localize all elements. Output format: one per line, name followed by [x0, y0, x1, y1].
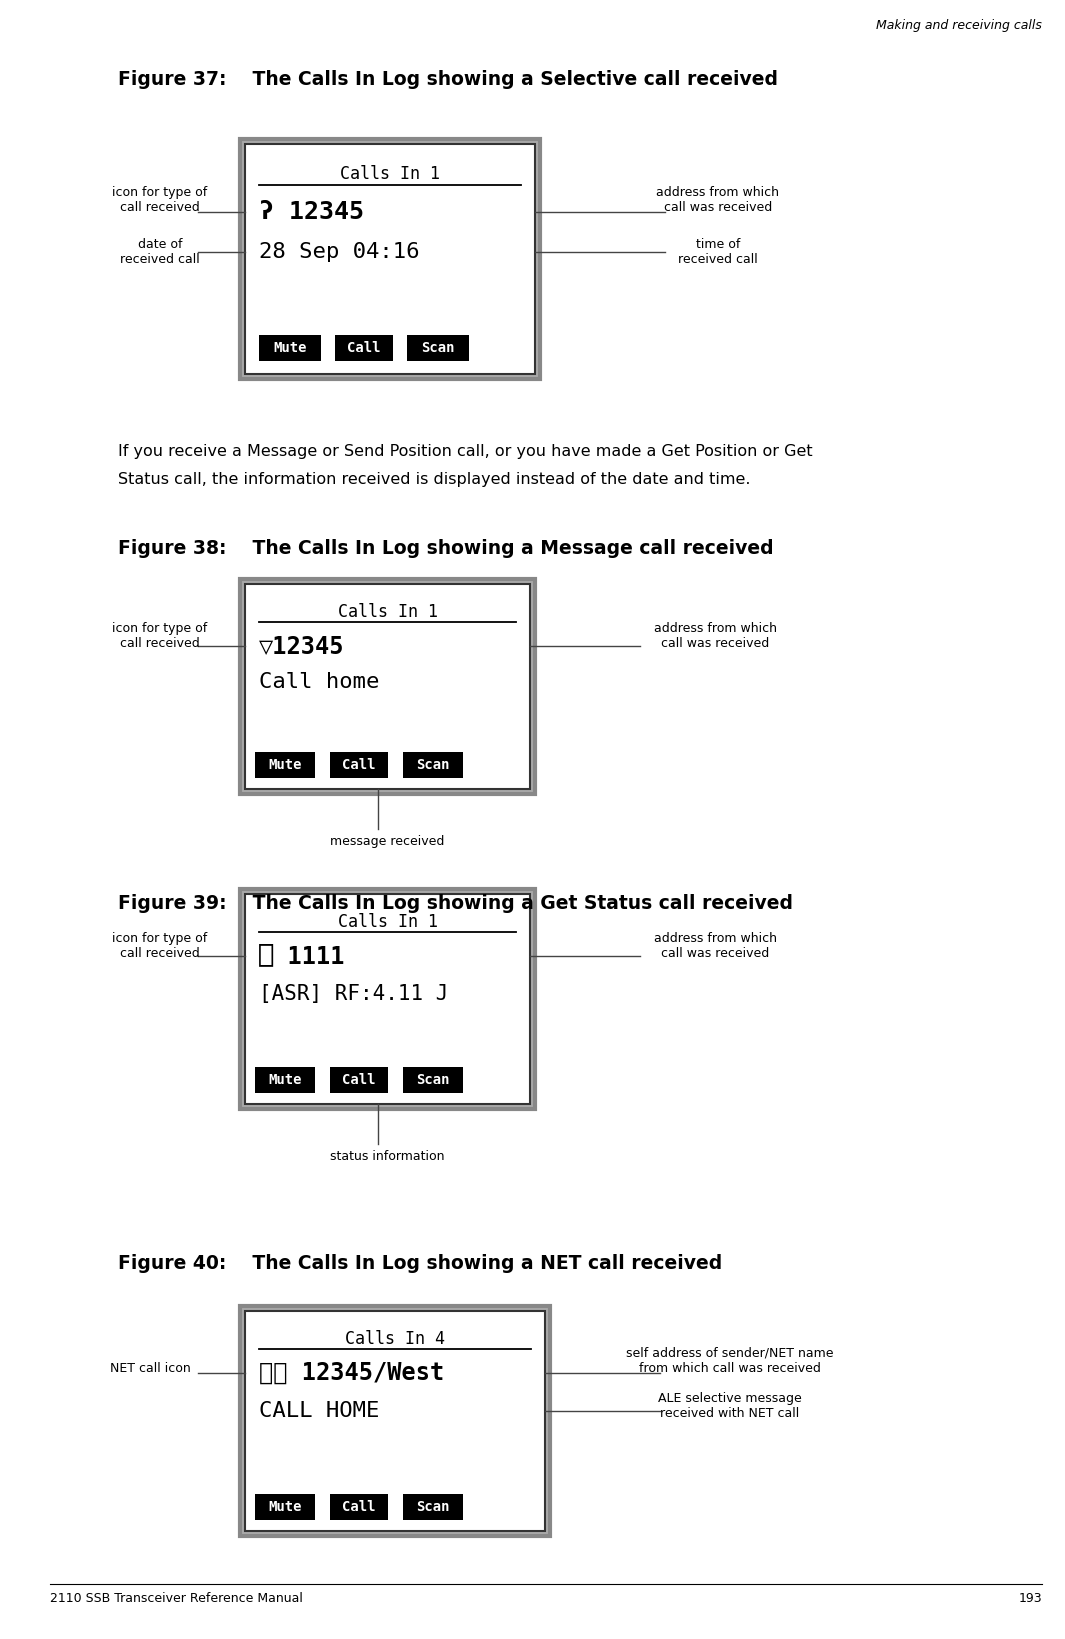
- Text: Call: Call: [342, 1074, 376, 1087]
- Text: time of
received call: time of received call: [678, 238, 758, 266]
- Text: ⎄‸ 12345/West: ⎄‸ 12345/West: [259, 1360, 444, 1385]
- FancyBboxPatch shape: [240, 579, 535, 793]
- FancyBboxPatch shape: [240, 1306, 550, 1536]
- Text: Figure 39:    The Calls In Log showing a Get Status call received: Figure 39: The Calls In Log showing a Ge…: [118, 893, 793, 913]
- Text: Mute: Mute: [274, 341, 307, 356]
- Text: ⎕ 1111: ⎕ 1111: [259, 944, 344, 969]
- Text: icon for type of
call received: icon for type of call received: [113, 621, 208, 651]
- Text: icon for type of
call received: icon for type of call received: [113, 933, 208, 960]
- Text: Call: Call: [342, 1500, 376, 1514]
- Text: CALL HOME: CALL HOME: [259, 1401, 379, 1421]
- FancyBboxPatch shape: [330, 1495, 388, 1519]
- FancyBboxPatch shape: [407, 334, 469, 361]
- FancyBboxPatch shape: [255, 752, 315, 779]
- FancyBboxPatch shape: [245, 1311, 545, 1531]
- Text: Calls In 4: Calls In 4: [345, 1329, 445, 1347]
- Text: Figure 38:    The Calls In Log showing a Message call received: Figure 38: The Calls In Log showing a Me…: [118, 539, 773, 557]
- Text: Calls In 1: Calls In 1: [338, 913, 438, 931]
- Text: Status call, the information received is displayed instead of the date and time.: Status call, the information received is…: [118, 472, 751, 487]
- FancyBboxPatch shape: [330, 752, 388, 779]
- Text: address from which
call was received: address from which call was received: [656, 185, 780, 215]
- Text: Figure 37:    The Calls In Log showing a Selective call received: Figure 37: The Calls In Log showing a Se…: [118, 70, 779, 89]
- Text: NET call icon: NET call icon: [110, 1362, 191, 1375]
- Text: 28 Sep 04:16: 28 Sep 04:16: [259, 243, 420, 262]
- Text: Calls In 1: Calls In 1: [338, 603, 438, 621]
- FancyBboxPatch shape: [403, 752, 463, 779]
- Text: Call: Call: [347, 341, 381, 356]
- Text: Scan: Scan: [422, 341, 455, 356]
- Text: 193: 193: [1018, 1593, 1042, 1606]
- Text: ʔ 12345: ʔ 12345: [259, 200, 364, 225]
- FancyBboxPatch shape: [403, 1495, 463, 1519]
- FancyBboxPatch shape: [403, 1067, 463, 1093]
- FancyBboxPatch shape: [335, 334, 393, 361]
- Text: Making and receiving calls: Making and receiving calls: [876, 20, 1042, 33]
- FancyBboxPatch shape: [259, 334, 321, 361]
- Text: self address of sender/NET name
from which call was received: self address of sender/NET name from whi…: [626, 1347, 834, 1375]
- FancyBboxPatch shape: [255, 1067, 315, 1093]
- Text: status information: status information: [330, 1149, 445, 1162]
- Text: Figure 40:    The Calls In Log showing a NET call received: Figure 40: The Calls In Log showing a NE…: [118, 1254, 722, 1274]
- Text: Scan: Scan: [416, 1500, 449, 1514]
- Text: address from which
call was received: address from which call was received: [654, 933, 776, 960]
- Text: Mute: Mute: [268, 757, 301, 772]
- Text: Mute: Mute: [268, 1500, 301, 1514]
- FancyBboxPatch shape: [240, 139, 540, 379]
- Text: 2110 SSB Transceiver Reference Manual: 2110 SSB Transceiver Reference Manual: [50, 1593, 302, 1606]
- Text: message received: message received: [330, 834, 445, 847]
- Text: Calls In 1: Calls In 1: [340, 166, 440, 184]
- Text: Scan: Scan: [416, 1074, 449, 1087]
- Text: ALE selective message
received with NET call: ALE selective message received with NET …: [658, 1392, 802, 1419]
- FancyBboxPatch shape: [330, 1067, 388, 1093]
- Text: Scan: Scan: [416, 757, 449, 772]
- Text: Call home: Call home: [259, 672, 379, 692]
- Text: Call: Call: [342, 757, 376, 772]
- Text: [ASR] RF:4.11 J: [ASR] RF:4.11 J: [259, 983, 448, 1005]
- Text: Mute: Mute: [268, 1074, 301, 1087]
- Text: address from which
call was received: address from which call was received: [654, 621, 776, 651]
- FancyBboxPatch shape: [255, 1495, 315, 1519]
- Text: icon for type of
call received: icon for type of call received: [113, 185, 208, 215]
- Text: If you receive a Message or Send Position call, or you have made a Get Position : If you receive a Message or Send Positio…: [118, 444, 813, 459]
- FancyBboxPatch shape: [245, 583, 530, 788]
- Text: ▽12345: ▽12345: [259, 634, 344, 657]
- Text: date of
received call: date of received call: [120, 238, 200, 266]
- FancyBboxPatch shape: [245, 893, 530, 1105]
- FancyBboxPatch shape: [245, 144, 535, 374]
- FancyBboxPatch shape: [240, 888, 535, 1110]
